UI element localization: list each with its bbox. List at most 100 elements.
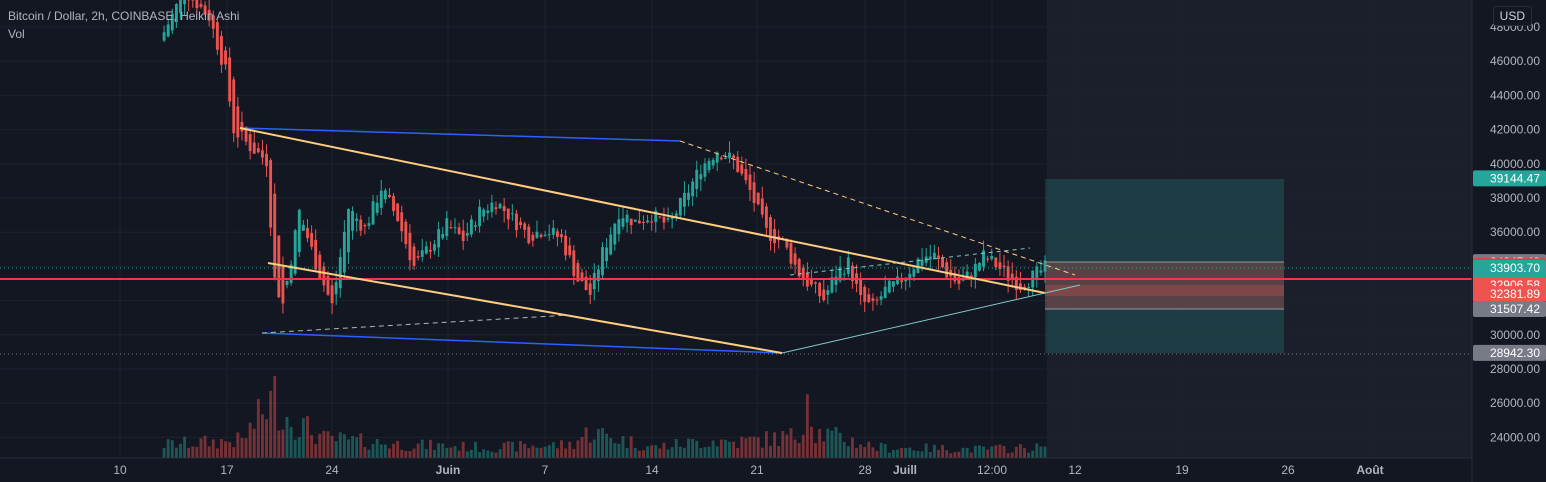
lower-dashed-projection[interactable]	[261, 314, 571, 334]
volume-bar	[1043, 446, 1047, 458]
candle-body	[203, 5, 207, 15]
volume-bar	[412, 448, 416, 458]
volume-bar	[187, 447, 191, 458]
channel-bottom-blue[interactable]	[261, 332, 783, 354]
volume-bar	[850, 437, 854, 458]
volume-bar	[490, 451, 494, 458]
candle-body	[314, 239, 318, 270]
volume-bar	[658, 448, 662, 458]
volume-bar	[424, 449, 428, 458]
volume-bar	[711, 440, 715, 458]
candle-body	[408, 232, 412, 261]
candle-body	[379, 190, 383, 208]
volume-bar	[867, 441, 871, 458]
candle-body	[629, 218, 633, 226]
volume-bar	[351, 435, 355, 458]
volume-bar	[912, 450, 916, 458]
candle-body	[674, 213, 678, 218]
volume-bar	[605, 433, 609, 458]
candle-body	[572, 250, 576, 276]
volume-bar	[236, 432, 240, 458]
volume-bar	[445, 448, 449, 458]
volume-bar	[572, 449, 576, 458]
candle-body	[953, 273, 957, 282]
volume-bar	[625, 447, 629, 458]
volume-bar	[609, 437, 613, 458]
volume-bar	[256, 398, 260, 458]
time-tick-label: 26	[1281, 463, 1295, 477]
candle-body	[211, 15, 215, 29]
candle-body	[162, 32, 166, 41]
candle-body	[437, 229, 441, 248]
stop-zone[interactable]	[1045, 262, 1284, 309]
time-tick-label: 24	[325, 463, 339, 477]
volume-bar	[863, 447, 867, 458]
volume-bar	[596, 429, 600, 458]
volume-bar	[457, 450, 461, 458]
volume-bar	[551, 442, 555, 458]
channel-top-blue[interactable]	[239, 127, 681, 142]
volume-bar	[367, 449, 371, 458]
triangle-dashed-line[interactable]	[789, 247, 1031, 276]
volume-bar	[756, 437, 760, 458]
volume-bar	[293, 439, 297, 458]
candle-body	[654, 210, 658, 222]
price-tick-label: 42000.00	[1490, 123, 1540, 137]
volume-bar	[1027, 452, 1031, 458]
volume-bar	[260, 414, 264, 458]
candle-body	[687, 192, 690, 200]
candle-body	[396, 203, 400, 222]
currency-button[interactable]: USD	[1492, 6, 1532, 26]
candle-body	[457, 227, 461, 234]
stop-inner-band	[1045, 285, 1284, 296]
volume-bar	[1018, 444, 1022, 458]
volume-bar	[687, 438, 690, 458]
candle-body	[424, 246, 428, 254]
time-tick-label: Juin	[436, 463, 461, 477]
candle-body	[945, 262, 949, 278]
lower-trendline-orange[interactable]	[267, 262, 783, 354]
volume-bar	[1010, 452, 1014, 458]
volume-bar	[482, 449, 486, 458]
volume-bar	[199, 438, 203, 458]
volume-bar	[871, 447, 875, 458]
volume-bar	[240, 437, 244, 458]
candle-body	[990, 255, 994, 260]
candle-body	[830, 277, 834, 293]
candle-body	[293, 230, 297, 274]
volume-bar	[453, 446, 457, 458]
volume-bar	[785, 434, 789, 458]
candle-body	[260, 150, 264, 158]
target-zone[interactable]	[1045, 179, 1284, 353]
candle-body	[986, 258, 990, 260]
volume-bar	[744, 438, 748, 458]
time-axis[interactable]: 10 17 24 Juin 7 14 21 28 Juill 12:00 12 19 26 Août	[113, 463, 1383, 477]
volume-bar	[855, 447, 858, 458]
candle-body	[715, 152, 719, 163]
candle-body	[482, 209, 486, 217]
volume-bar	[1006, 453, 1010, 458]
rising-support-line[interactable]	[781, 284, 1081, 354]
upper-trendline-orange[interactable]	[239, 127, 1046, 294]
volume-bar	[195, 446, 199, 458]
volume-bar	[834, 427, 838, 458]
time-tick-label: 12	[1068, 463, 1082, 477]
volume-bar	[449, 447, 453, 458]
volume-bar	[621, 436, 625, 458]
volume-bar	[760, 447, 764, 458]
volume-bar	[539, 447, 543, 458]
volume-bar	[633, 447, 637, 458]
volume-bar	[191, 446, 195, 458]
volume-bar	[637, 450, 641, 458]
volume-bar	[371, 444, 375, 458]
time-tick-label: 7	[542, 463, 549, 477]
candle-body	[850, 265, 854, 282]
volume-bar	[879, 442, 883, 458]
volume-bar	[301, 418, 305, 458]
volume-bar	[719, 439, 723, 458]
volume-bar	[408, 451, 412, 458]
candle-body	[826, 290, 830, 295]
candle-body	[400, 212, 404, 232]
upper-dashed-projection[interactable]	[679, 140, 1076, 276]
